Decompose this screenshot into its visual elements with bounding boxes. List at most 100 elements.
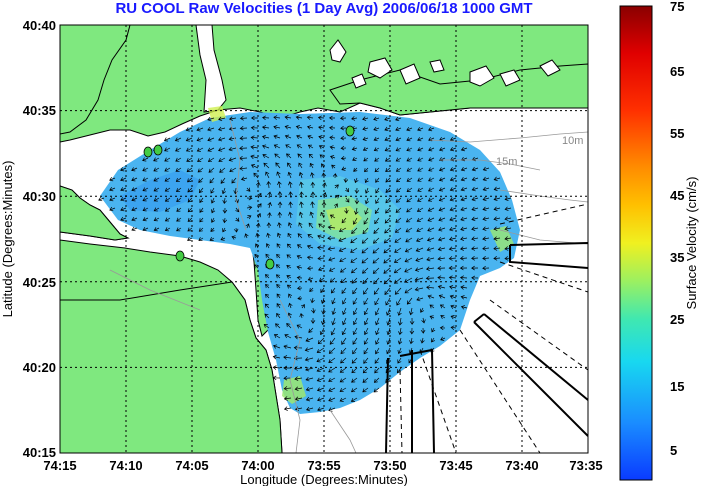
velocity-arrow xyxy=(426,256,435,262)
velocity-arrow xyxy=(406,177,413,182)
velocity-arrow xyxy=(375,197,380,204)
velocity-arrow xyxy=(318,277,325,282)
velocity-arrow xyxy=(276,171,281,179)
velocity-arrow xyxy=(164,217,171,222)
velocity-arrow xyxy=(273,134,281,140)
velocity-arrow xyxy=(374,297,380,306)
velocity-arrow xyxy=(339,387,347,393)
velocity-arrow xyxy=(198,187,204,194)
marsh-islands xyxy=(329,39,561,89)
velocity-arrow xyxy=(131,177,138,182)
velocity-arrow xyxy=(261,134,270,140)
velocity-arrow xyxy=(417,157,424,162)
velocity-arrow xyxy=(295,124,303,130)
velocity-arrow xyxy=(222,227,227,233)
velocity-arrow xyxy=(375,337,380,345)
velocity-arrow xyxy=(351,267,358,274)
velocity-arrow xyxy=(437,246,446,252)
velocity-arrow xyxy=(207,116,215,122)
velocity-arrow xyxy=(265,253,270,259)
colorbar-tick: 45 xyxy=(670,188,684,203)
velocity-arrow xyxy=(299,201,304,209)
velocity-arrow xyxy=(306,255,314,260)
contour-label-15m: 15m xyxy=(496,156,517,168)
velocity-arrow xyxy=(277,222,282,229)
velocity-arrow xyxy=(394,237,402,243)
velocity-arrow xyxy=(277,191,283,199)
velocity-arrow xyxy=(396,187,402,193)
velocity-arrow xyxy=(153,197,160,202)
velocity-arrow xyxy=(328,347,336,354)
velocity-arrow xyxy=(340,347,347,355)
velocity-arrow xyxy=(334,184,339,189)
velocity-arrow xyxy=(341,217,347,224)
velocity-arrow xyxy=(428,167,435,172)
velocity-arrow xyxy=(120,177,127,182)
velocity-arrow xyxy=(352,307,358,316)
velocity-arrow xyxy=(428,157,435,162)
velocity-arrow xyxy=(493,246,501,251)
velocity-arrow xyxy=(482,186,490,192)
velocity-arrow xyxy=(482,176,490,182)
velocity-arrow xyxy=(131,187,138,192)
velocity-arrow xyxy=(316,377,325,382)
velocity-arrow xyxy=(288,211,293,219)
velocity-arrow xyxy=(196,147,204,152)
velocity-arrow xyxy=(350,237,358,244)
velocity-arrow xyxy=(228,126,237,131)
velocity-arrow xyxy=(426,285,435,290)
velocity-arrow xyxy=(429,304,435,309)
x-tick-label: 73:35 xyxy=(569,458,602,473)
velocity-arrow xyxy=(340,357,347,364)
grid-lines xyxy=(60,25,588,453)
velocity-arrow xyxy=(351,116,358,121)
velocity-arrow xyxy=(406,137,413,142)
velocity-arrow xyxy=(431,327,436,333)
velocity-arrow xyxy=(316,347,325,353)
velocity-arrow xyxy=(374,207,380,215)
velocity-arrow xyxy=(306,115,314,120)
velocity-arrow xyxy=(287,162,292,169)
velocity-arrow xyxy=(228,116,237,121)
velocity-arrow xyxy=(425,266,435,272)
velocity-arrow xyxy=(374,167,380,173)
velocity-arrow xyxy=(363,157,369,162)
velocity-arrow xyxy=(317,245,325,250)
velocity-arrow xyxy=(131,197,138,202)
velocity-arrow xyxy=(265,171,270,179)
velocity-arrow xyxy=(250,164,259,169)
velocity-arrow xyxy=(339,267,347,273)
velocity-arrow xyxy=(286,264,292,269)
velocity-arrow xyxy=(285,144,292,149)
velocity-arrow xyxy=(394,287,402,295)
velocity-arrow xyxy=(504,216,512,221)
velocity-arrow xyxy=(362,116,369,121)
velocity-arrow xyxy=(341,287,347,294)
velocity-arrow xyxy=(385,187,391,193)
velocity-arrow xyxy=(340,155,347,161)
velocity-arrow xyxy=(339,115,347,121)
velocity-arrow xyxy=(428,137,435,142)
velocity-arrow xyxy=(351,227,358,234)
velocity-arrow xyxy=(218,136,226,142)
velocity-arrow xyxy=(264,274,270,279)
colorbar-tick: 75 xyxy=(670,0,684,14)
velocity-arrow xyxy=(153,167,160,172)
velocity-arrow xyxy=(395,137,402,142)
velocity-arrow xyxy=(275,264,281,269)
velocity-arrow xyxy=(274,153,281,159)
velocity-arrow xyxy=(493,206,501,212)
velocity-arrow xyxy=(385,177,391,183)
velocity-arrow xyxy=(298,162,303,169)
velocity-arrow xyxy=(408,307,414,316)
velocity-arrow xyxy=(374,157,380,162)
velocity-arrow xyxy=(163,137,171,142)
velocity-arrow xyxy=(164,157,171,162)
velocity-arrow xyxy=(395,126,402,132)
velocity-arrow xyxy=(428,147,435,152)
velocity-arrow xyxy=(339,377,347,383)
velocity-arrow xyxy=(350,397,358,402)
velocity-arrow xyxy=(300,304,305,309)
velocity-arrow xyxy=(385,167,391,173)
velocity-arrow xyxy=(288,302,293,309)
